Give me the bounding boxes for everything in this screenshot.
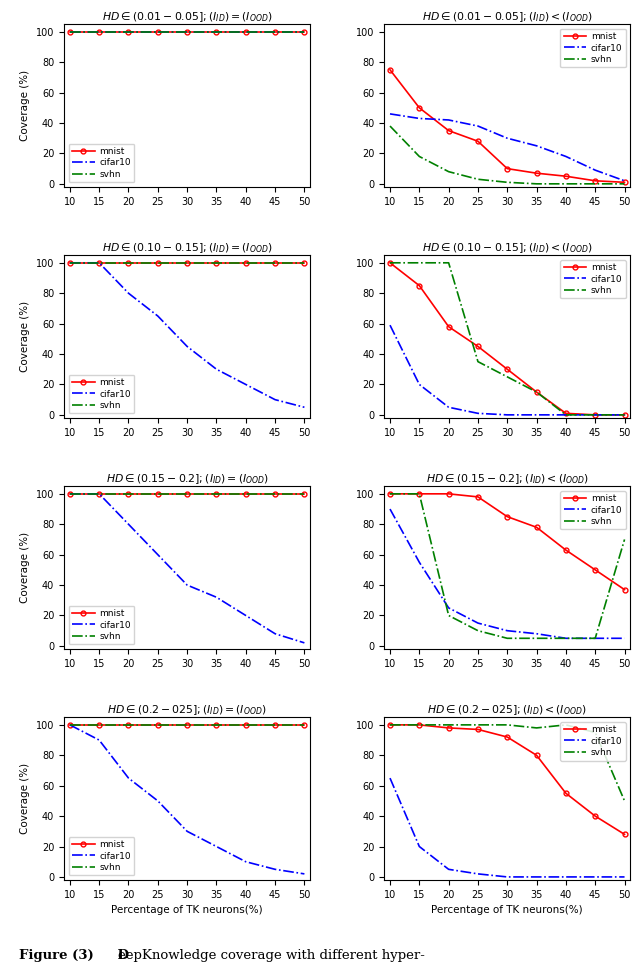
Title: $HD \in (0.2 - 025]; (I_{ID}) < (I_{OOD})$: $HD \in (0.2 - 025]; (I_{ID}) < (I_{OOD}…: [428, 703, 587, 717]
Title: $HD \in (0.15 - 0.2]; (I_{ID}) = (I_{OOD})$: $HD \in (0.15 - 0.2]; (I_{ID}) = (I_{OOD…: [106, 472, 269, 486]
Y-axis label: Coverage (%): Coverage (%): [20, 763, 30, 835]
Title: $HD \in (0.01 - 0.05]; (I_{ID}) < (I_{OOD})$: $HD \in (0.01 - 0.05]; (I_{ID}) < (I_{OO…: [422, 10, 593, 24]
Legend: mnist, cifar10, svhn: mnist, cifar10, svhn: [560, 491, 626, 530]
Title: $HD \in (0.15 - 0.2]; (I_{ID}) < (I_{OOD})$: $HD \in (0.15 - 0.2]; (I_{ID}) < (I_{OOD…: [426, 472, 589, 486]
Legend: mnist, cifar10, svhn: mnist, cifar10, svhn: [68, 144, 134, 183]
Legend: mnist, cifar10, svhn: mnist, cifar10, svhn: [560, 721, 626, 760]
Legend: mnist, cifar10, svhn: mnist, cifar10, svhn: [560, 29, 626, 68]
X-axis label: Percentage of TK neurons(%): Percentage of TK neurons(%): [431, 905, 583, 915]
Legend: mnist, cifar10, svhn: mnist, cifar10, svhn: [560, 260, 626, 299]
Title: $HD \in (0.10 - 0.15]; (I_{ID}) = (I_{OOD})$: $HD \in (0.10 - 0.15]; (I_{ID}) = (I_{OO…: [102, 241, 273, 255]
Y-axis label: Coverage (%): Coverage (%): [20, 301, 30, 372]
Text: Figure (3): Figure (3): [19, 950, 94, 962]
Title: $HD \in (0.01 - 0.05]; (I_{ID}) = (I_{OOD})$: $HD \in (0.01 - 0.05]; (I_{ID}) = (I_{OO…: [102, 10, 273, 24]
Y-axis label: Coverage (%): Coverage (%): [20, 70, 30, 141]
Legend: mnist, cifar10, svhn: mnist, cifar10, svhn: [68, 374, 134, 413]
Y-axis label: Coverage (%): Coverage (%): [20, 532, 30, 603]
Text: D: D: [99, 950, 129, 962]
X-axis label: Percentage of TK neurons(%): Percentage of TK neurons(%): [111, 905, 263, 915]
Legend: mnist, cifar10, svhn: mnist, cifar10, svhn: [68, 605, 134, 644]
Legend: mnist, cifar10, svhn: mnist, cifar10, svhn: [68, 836, 134, 875]
Title: $HD \in (0.2 - 025]; (I_{ID}) = (I_{OOD})$: $HD \in (0.2 - 025]; (I_{ID}) = (I_{OOD}…: [108, 703, 267, 717]
Title: $HD \in (0.10 - 0.15]; (I_{ID}) < (I_{OOD})$: $HD \in (0.10 - 0.15]; (I_{ID}) < (I_{OO…: [422, 241, 593, 255]
Text: eepKnowledge coverage with different hyper-: eepKnowledge coverage with different hyp…: [118, 950, 425, 962]
